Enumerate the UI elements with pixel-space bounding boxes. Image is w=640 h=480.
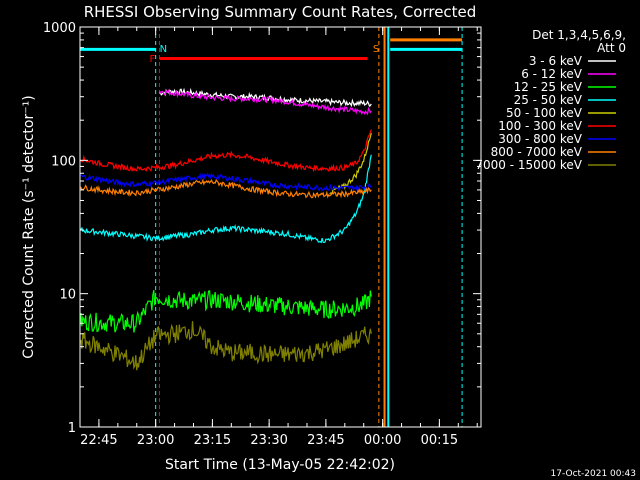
x-tick-label-4: 23:45 — [307, 433, 344, 448]
x-tick-label-0: 22:45 — [80, 433, 117, 448]
legend-label-6: 300 - 800 keV — [498, 132, 582, 146]
legend-label-1: 6 - 12 keV — [521, 67, 583, 81]
y-tick-label-0: 1 — [68, 421, 76, 436]
series-line-3 — [79, 154, 372, 244]
legend-header-line-1: Det 1,3,4,5,6,9, — [532, 28, 626, 42]
series-line-7 — [79, 178, 372, 199]
x-tick-label-6: 00:15 — [421, 433, 458, 448]
series-layer — [79, 87, 372, 371]
legend-label-2: 12 - 25 keV — [514, 80, 583, 94]
timestamp: 17-Oct-2021 00:43 — [551, 469, 636, 479]
chart-title: RHESSI Observing Summary Count Rates, Co… — [84, 3, 477, 21]
x-tick-label-5: 00:00 — [364, 433, 401, 448]
axes-layer: 1 10 100 1000 22:45 23:00 23:15 23:30 23:45 00:00… — [43, 21, 481, 448]
plot-frame — [79, 26, 482, 428]
legend-header-line-2: Att 0 — [597, 41, 626, 55]
y-tick-label-2: 100 — [51, 154, 76, 169]
marker-label-1: F — [149, 54, 155, 65]
marker-label-2: S — [373, 44, 379, 55]
series-line-2 — [79, 289, 372, 333]
legend-label-4: 50 - 100 keV — [506, 106, 583, 120]
x-axis-title: Start Time (13-May-05 22:42:02) — [165, 457, 395, 473]
series-line-8 — [79, 321, 372, 371]
series-line-5 — [79, 129, 372, 173]
legend-label-5: 100 - 300 keV — [498, 119, 582, 133]
markers-layer: NF S — [80, 27, 463, 427]
y-axis-title: Corrected Count Rate (s⁻¹ detector⁻¹) — [21, 95, 37, 358]
x-tick-label-1: 23:00 — [137, 433, 174, 448]
legend-label-0: 3 - 6 keV — [529, 54, 583, 68]
legend-label-7: 800 - 7000 keV — [491, 145, 583, 159]
x-tick-label-3: 23:30 — [250, 433, 287, 448]
legend-label-8: 7000 - 15000 keV — [475, 158, 582, 172]
series-line-1 — [158, 88, 372, 116]
x-tick-label-2: 23:15 — [194, 433, 231, 448]
marker-label-0: N — [160, 44, 167, 55]
series-line-6 — [79, 172, 372, 192]
y-tick-label-3: 1000 — [43, 21, 76, 36]
y-tick-label-1: 10 — [59, 288, 76, 303]
legend-label-3: 25 - 50 keV — [514, 93, 583, 107]
